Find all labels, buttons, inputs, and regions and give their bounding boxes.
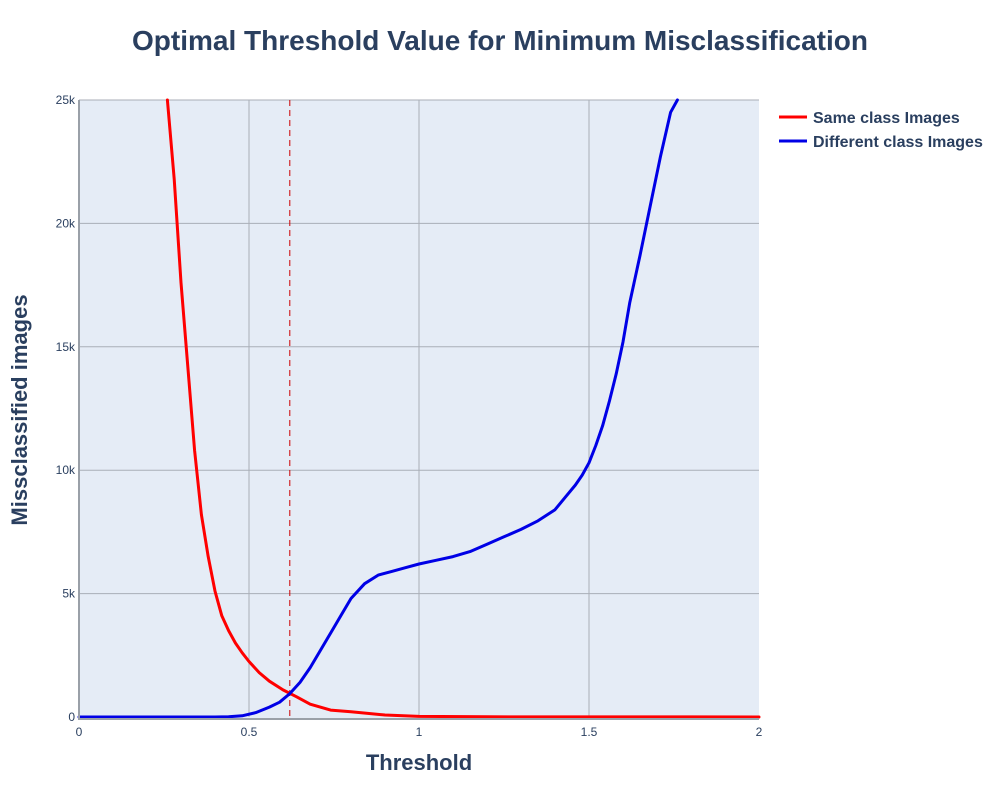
x-tick-label: 0 [76,725,83,739]
series-lines [77,98,761,719]
series-line-0 [165,98,761,719]
y-tick-label: 25k [56,93,76,107]
series-line-1 [77,98,679,719]
legend-label: Different class Images [813,134,983,151]
y-tick-label: 15k [56,340,76,354]
legend-item[interactable]: Same class Images [779,110,960,127]
y-axis-title: Missclassified images [7,294,32,525]
y-axis-ticks: 0 5k 10k 15k 20k 25k [56,93,76,724]
x-tick-label: 1 [416,725,423,739]
chart-title: Optimal Threshold Value for Minimum Misc… [132,25,868,56]
x-tick-label: 1.5 [581,725,598,739]
legend-label: Same class Images [813,110,960,127]
y-tick-label: 20k [56,216,76,230]
y-tick-label: 10k [56,463,76,477]
x-tick-label: 2 [756,725,763,739]
legend[interactable]: Same class Images Different class Images [779,110,983,151]
legend-item[interactable]: Different class Images [779,134,983,151]
y-tick-label: 5k [62,587,76,601]
x-tick-label: 0.5 [241,725,258,739]
gridlines [79,99,759,717]
y-tick-label: 0 [68,710,75,724]
x-axis-ticks: 0 0.5 1 1.5 2 [76,725,763,739]
x-axis-title: Threshold [366,750,472,775]
